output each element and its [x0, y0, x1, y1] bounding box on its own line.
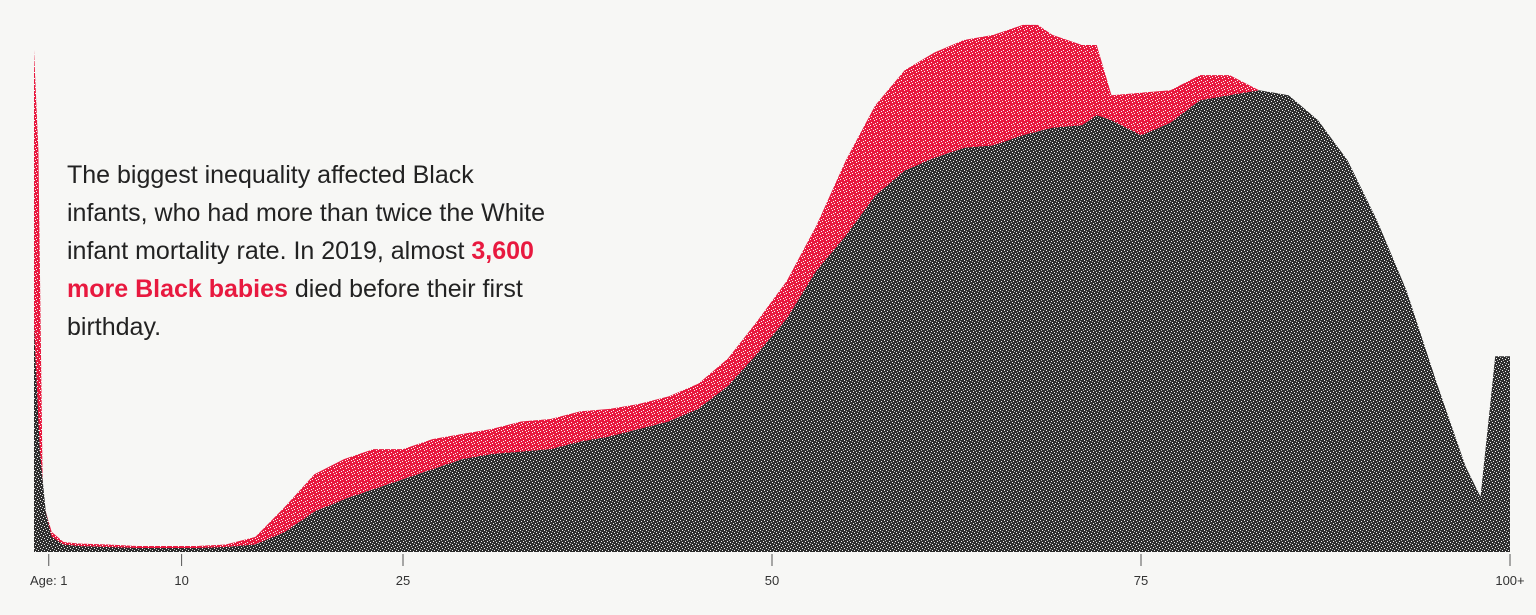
x-tick-label-25: 25 [396, 573, 410, 588]
caption-highlight: 3,600 more Black babies [67, 237, 534, 303]
x-tick-label-1: Age: 1 [30, 573, 68, 588]
baseline-deaths-area [34, 90, 1510, 552]
x-tick-label-50: 50 [765, 573, 779, 588]
x-tick-label-10: 10 [174, 573, 188, 588]
x-axis: Age: 1 10 25 50 75 100+ [30, 554, 1525, 588]
caption-tail: died before their first birthday. [67, 275, 523, 341]
caption-text: The biggest inequality affected Black in… [67, 156, 547, 346]
caption-lead: The biggest inequality affected Black in… [67, 161, 546, 265]
x-tick-label-75: 75 [1134, 573, 1148, 588]
x-tick-label-100: 100+ [1495, 573, 1524, 588]
